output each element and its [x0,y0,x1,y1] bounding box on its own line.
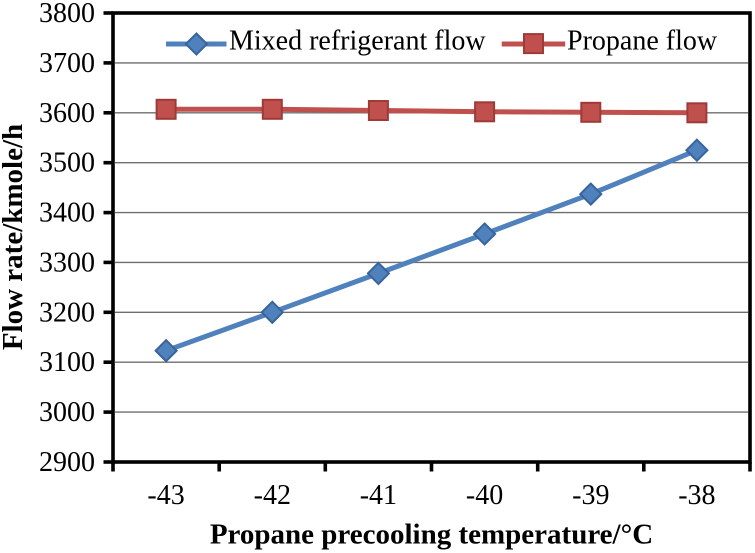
svg-text:3100: 3100 [39,347,95,378]
svg-text:-42: -42 [254,480,291,511]
svg-text:3500: 3500 [39,148,95,179]
svg-text:Mixed refrigerant flow: Mixed refrigerant flow [229,26,486,57]
svg-text:-39: -39 [572,480,609,511]
svg-text:3200: 3200 [39,297,95,328]
svg-text:3700: 3700 [39,48,95,79]
svg-text:Flow rate/kmole/h: Flow rate/kmole/h [0,124,29,350]
svg-text:3300: 3300 [39,247,95,278]
svg-text:Propane precooling temperature: Propane precooling temperature/°C [210,519,653,551]
svg-text:-41: -41 [360,480,397,511]
svg-text:3800: 3800 [39,0,95,29]
svg-text:2900: 2900 [39,447,95,478]
svg-text:3000: 3000 [39,397,95,428]
svg-text:3400: 3400 [39,198,95,229]
svg-text:3600: 3600 [39,98,95,129]
svg-text:-40: -40 [466,480,503,511]
svg-text:Propane flow: Propane flow [567,26,718,57]
svg-text:-38: -38 [678,480,715,511]
svg-text:-43: -43 [147,480,184,511]
